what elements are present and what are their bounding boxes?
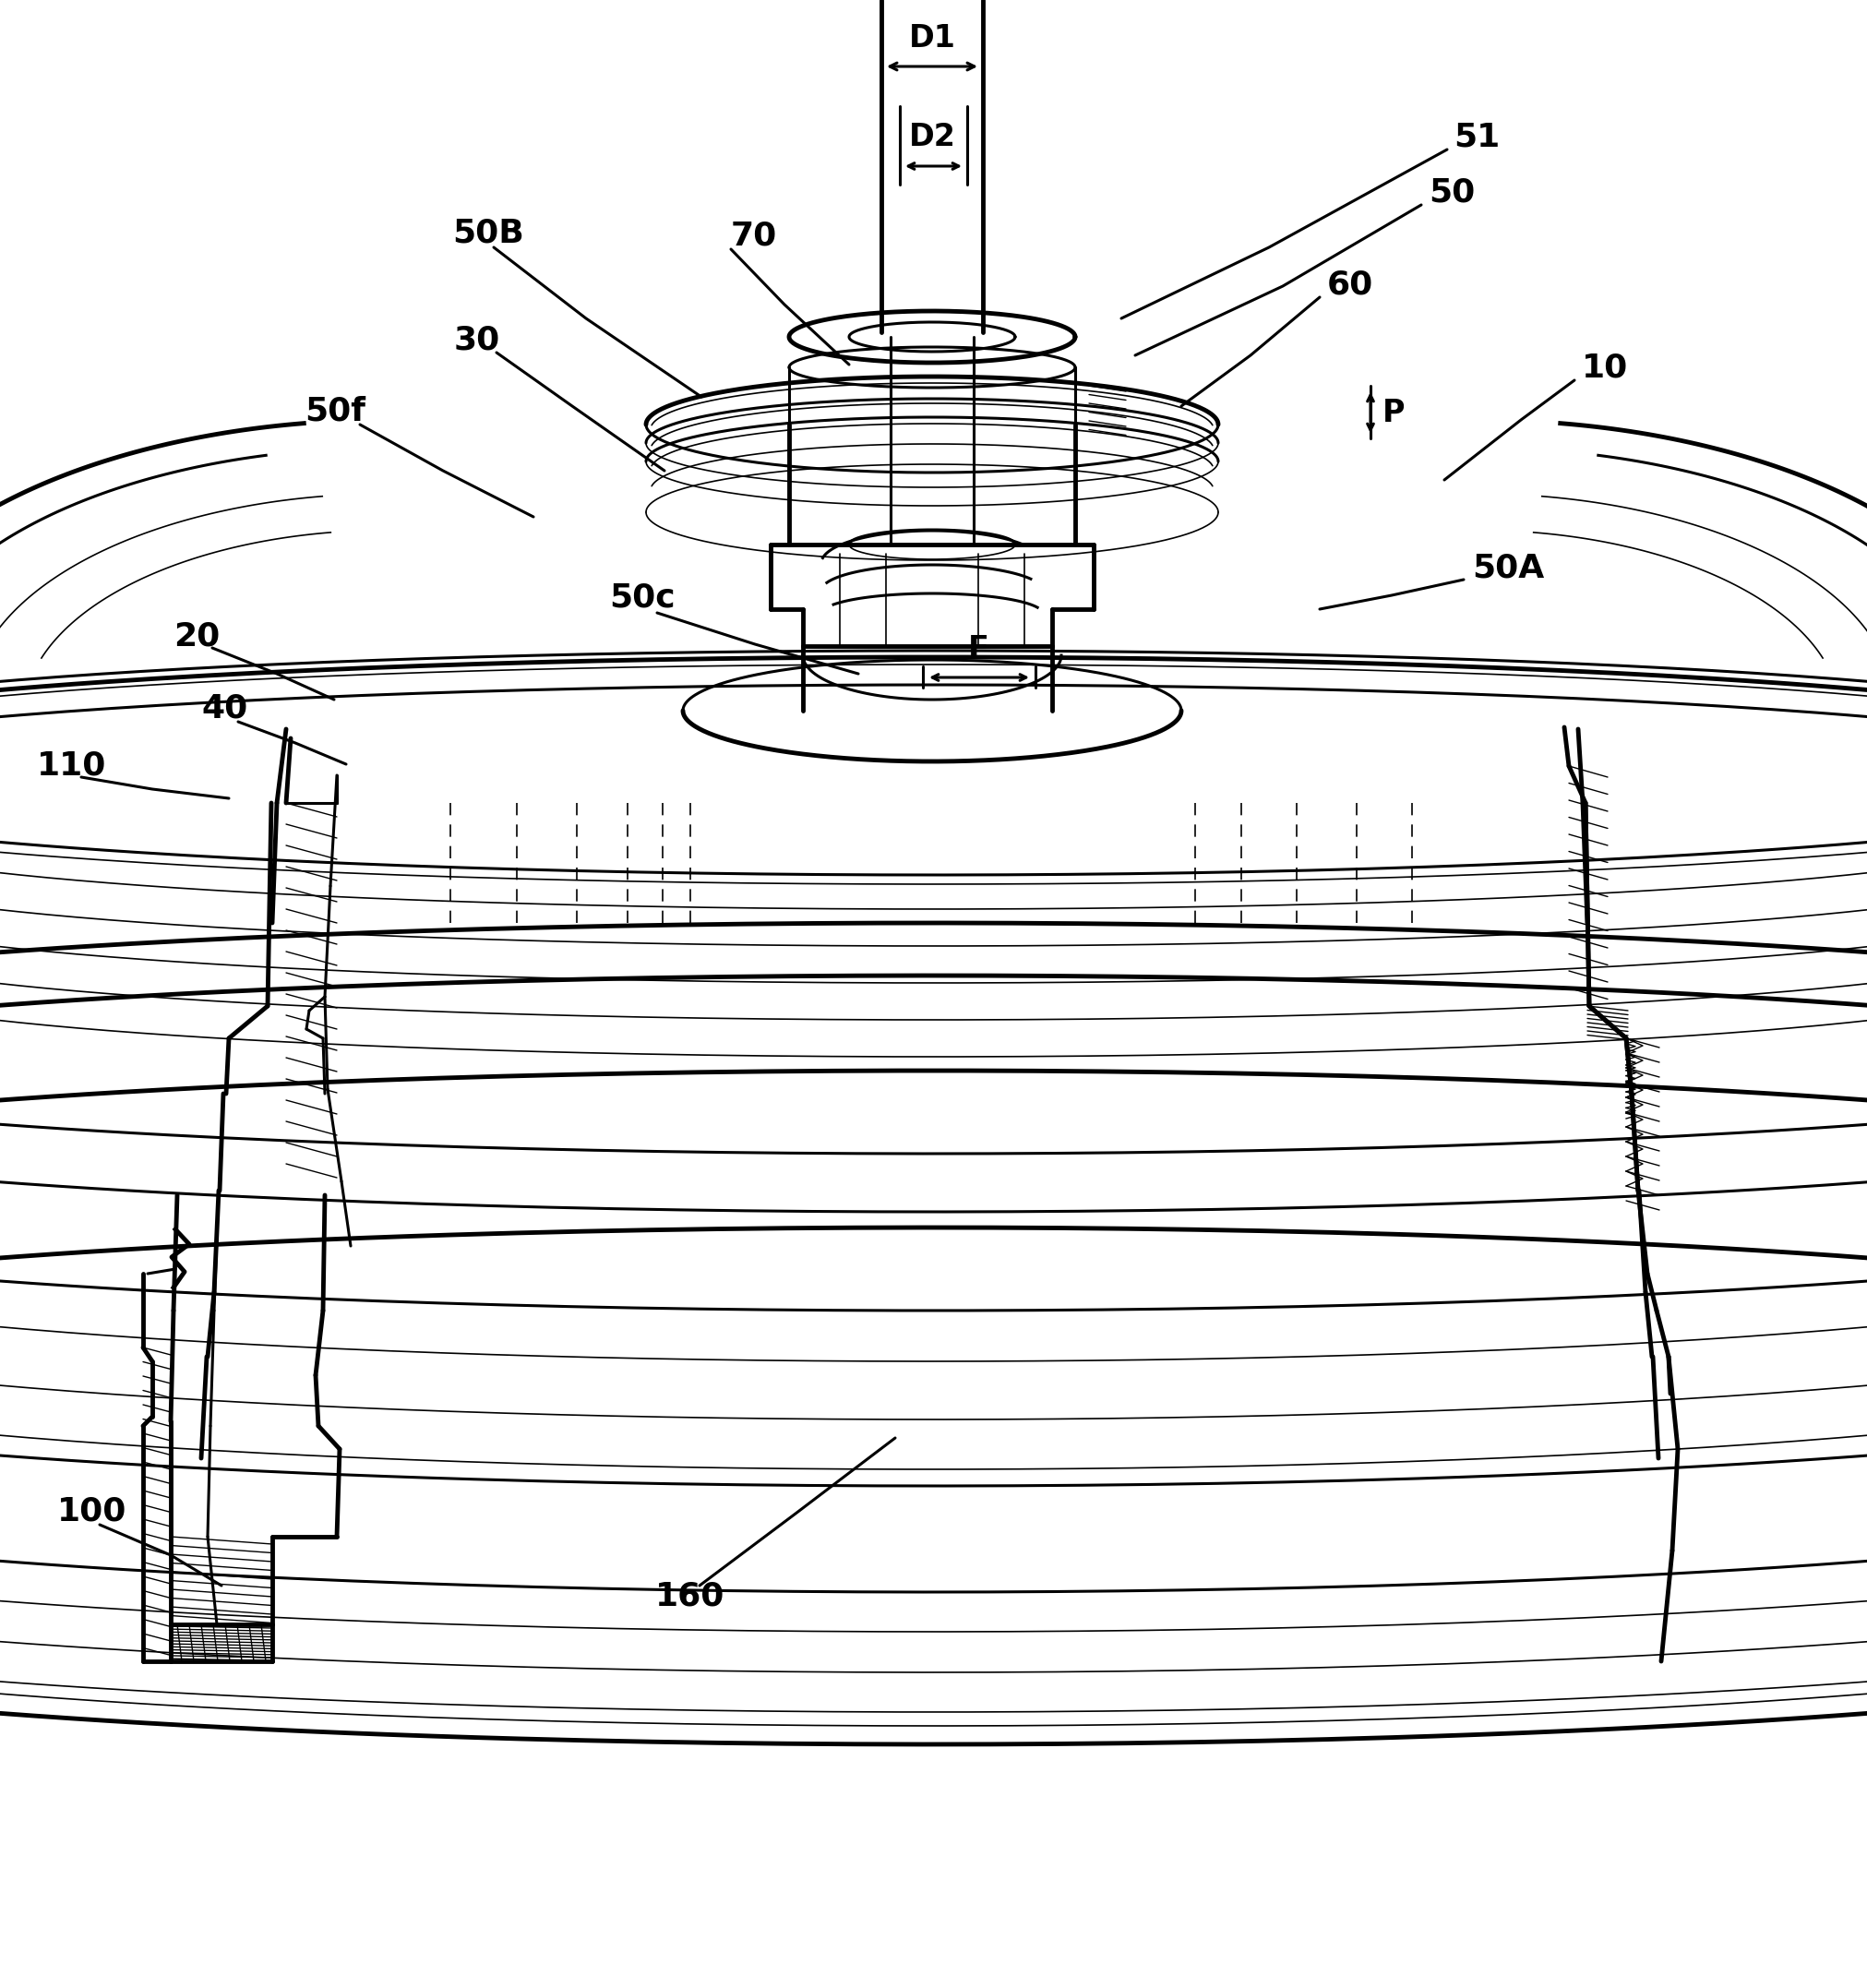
- Text: 110: 110: [37, 749, 106, 781]
- Text: 40: 40: [202, 694, 248, 724]
- Text: 50c: 50c: [609, 582, 674, 614]
- Text: 70: 70: [730, 219, 777, 250]
- Text: D1: D1: [907, 24, 956, 54]
- Text: 100: 100: [58, 1497, 127, 1527]
- Text: 20: 20: [174, 620, 220, 652]
- Text: F: F: [967, 634, 988, 664]
- Text: 50A: 50A: [1471, 553, 1544, 582]
- Text: 50B: 50B: [452, 217, 525, 248]
- Text: 60: 60: [1326, 268, 1372, 300]
- Text: 51: 51: [1453, 121, 1499, 153]
- Text: P: P: [1382, 398, 1404, 427]
- Text: 50f: 50f: [304, 396, 366, 425]
- Text: 30: 30: [454, 324, 500, 356]
- Text: 160: 160: [655, 1580, 724, 1612]
- Text: 10: 10: [1581, 352, 1628, 384]
- Text: D2: D2: [907, 121, 956, 153]
- Text: 50: 50: [1428, 177, 1475, 207]
